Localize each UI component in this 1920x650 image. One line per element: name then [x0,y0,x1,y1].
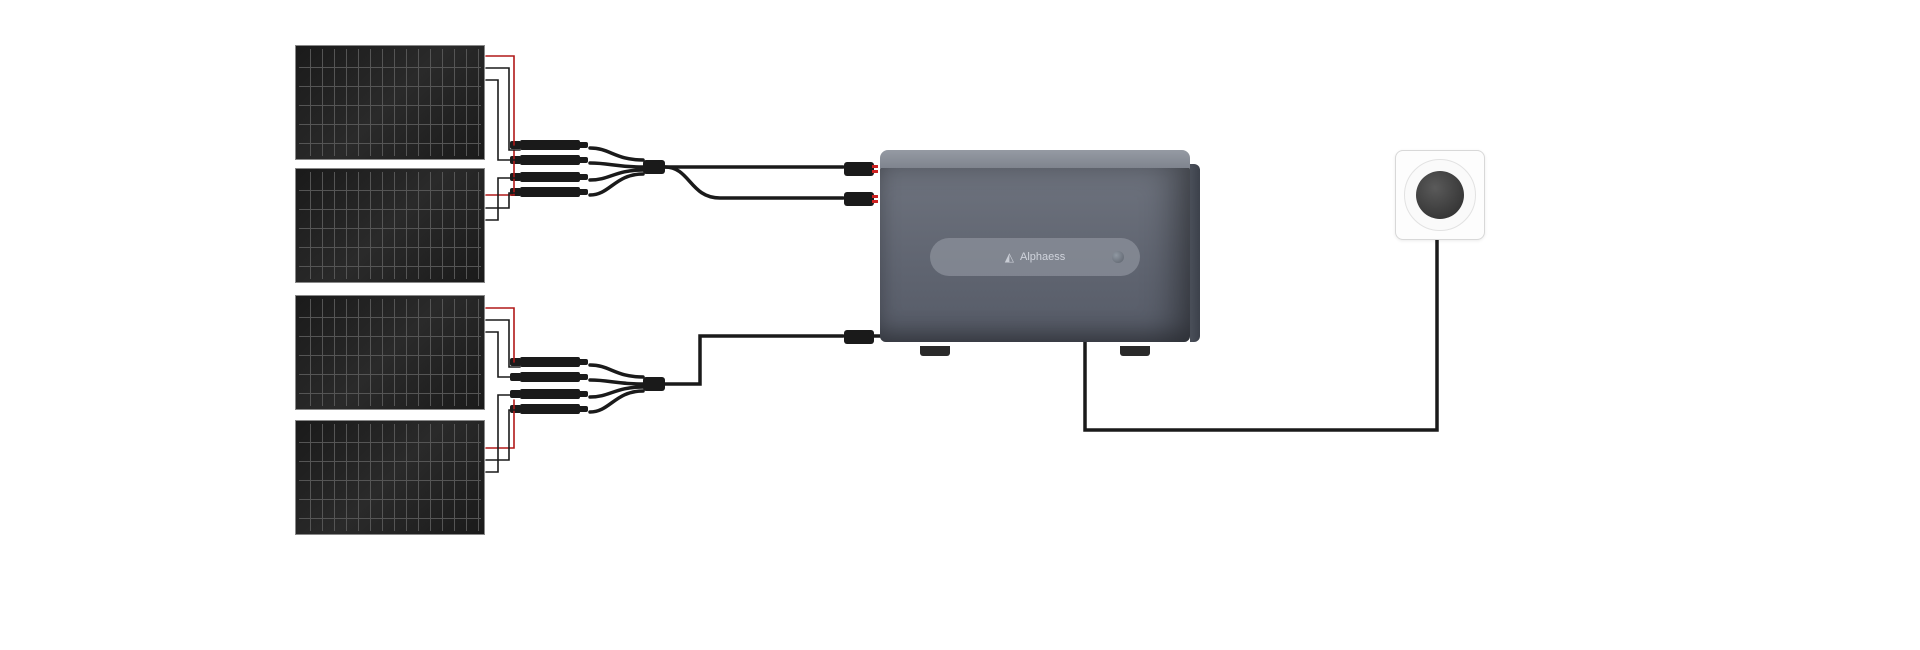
solar-panel-4 [295,420,485,535]
mc4-connector [520,155,580,165]
inverter-unit: ◭ Alphaess [880,150,1190,360]
wall-outlet [1395,150,1485,240]
solar-panel-1 [295,45,485,160]
wiring-diagram-canvas: ◭ Alphaess [0,0,1920,650]
mc4-connector [520,357,580,367]
power-button [1112,251,1124,263]
solar-panel-2 [295,168,485,283]
brand-label: Alphaess [1020,251,1065,263]
inverter-foot-right [1120,346,1150,356]
mc4-connector [520,372,580,382]
pv-input-1 [844,162,874,176]
pv-input-2 [844,192,874,206]
brand-logo-icon: ◭ [1005,250,1014,264]
inverter-foot-left [920,346,950,356]
mc4-connector [520,140,580,150]
mc4-connector [520,404,580,414]
inverter-side [1190,164,1200,342]
mc4-connector [520,389,580,399]
ac-output-connector [844,330,874,344]
solar-panel-3 [295,295,485,410]
inverter-top [880,150,1190,168]
y-connector-bottom [643,377,665,391]
mc4-connector [520,187,580,197]
y-connector-top [643,160,665,174]
power-plug [1416,171,1464,219]
mc4-connector [520,172,580,182]
inverter-logo-pill: ◭ Alphaess [930,238,1140,276]
